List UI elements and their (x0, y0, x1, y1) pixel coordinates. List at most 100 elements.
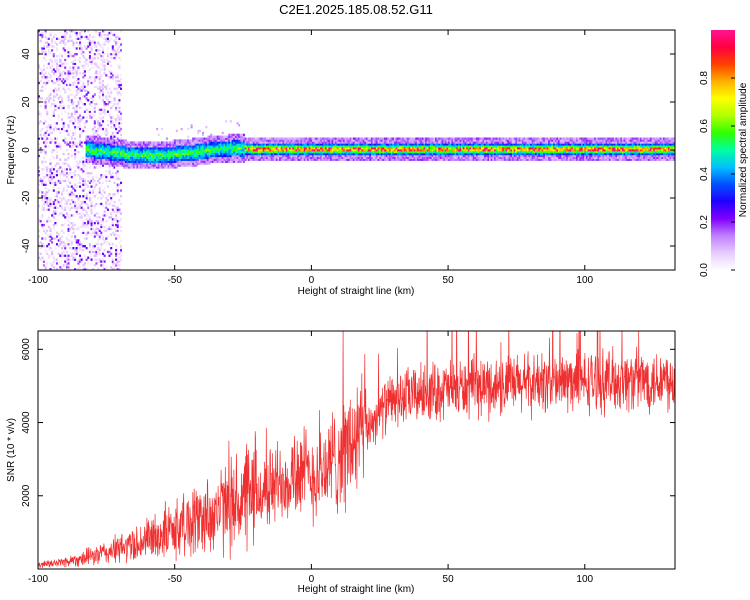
heatmap-cell (95, 137, 98, 140)
heatmap-cell (118, 160, 121, 163)
heatmap-cell (106, 139, 109, 142)
heatmap-cell (134, 149, 137, 152)
heatmap-cell (275, 151, 278, 154)
heatmap-cell (116, 156, 119, 160)
heatmap-cell (116, 168, 119, 171)
heatmap-cell (377, 156, 380, 160)
heatmap-cell (297, 139, 300, 142)
heatmap-cell (56, 127, 59, 131)
heatmap-cell (405, 158, 408, 161)
heatmap-cell (400, 151, 403, 154)
heatmap-cell (412, 156, 415, 160)
heatmap-cell (93, 122, 96, 125)
heatmap-cell (449, 141, 452, 144)
heatmap-cell (44, 152, 47, 156)
heatmap-cell (75, 164, 78, 167)
heatmap-cell (418, 152, 421, 156)
heatmap-cell (115, 58, 118, 62)
heatmap-cell (326, 158, 329, 161)
heatmap-cell (410, 152, 413, 156)
heatmap-cell (203, 147, 206, 150)
heatmap-cell (82, 223, 85, 227)
heatmap-cell (110, 95, 113, 98)
heatmap-cell (79, 206, 82, 209)
heatmap-cell (44, 175, 47, 179)
heatmap-cell (56, 147, 59, 150)
heatmap-cell (328, 158, 331, 161)
heatmap-cell (95, 220, 98, 223)
heatmap-cell (215, 154, 218, 158)
heatmap-cell (69, 129, 72, 133)
heatmap-cell (215, 158, 218, 161)
heatmap-cell (118, 235, 121, 238)
heatmap-cell (300, 158, 303, 161)
heatmap-cell (83, 254, 86, 257)
heatmap-cell (97, 243, 100, 246)
heatmap-cell (490, 139, 493, 142)
heatmap-cell (65, 200, 68, 204)
heatmap-cell (123, 149, 126, 152)
heatmap-cell (215, 151, 218, 154)
heatmap-cell (198, 152, 201, 156)
heatmap-cell (459, 158, 462, 161)
heatmap-cell (343, 137, 346, 140)
heatmap-cell (52, 175, 55, 179)
heatmap-cell (79, 33, 82, 37)
heatmap-cell (90, 225, 93, 229)
heatmap-cell (174, 166, 177, 169)
heatmap-cell (241, 141, 244, 144)
heatmap-cell (395, 137, 398, 140)
heatmap-cell (157, 151, 160, 154)
heatmap-cell (398, 149, 401, 152)
heatmap-cell (115, 55, 118, 58)
heatmap-cell (85, 166, 88, 169)
heatmap-cell (56, 47, 59, 50)
heatmap-cell (238, 124, 241, 127)
heatmap-cell (74, 53, 77, 56)
heatmap-cell (298, 154, 301, 158)
heatmap-cell (147, 141, 150, 144)
heatmap-cell (110, 197, 113, 200)
heatmap-cell (74, 60, 77, 64)
heatmap-cell (456, 147, 459, 150)
heatmap-cell (138, 164, 141, 167)
heatmap-cell (49, 175, 52, 179)
heatmap-cell (412, 152, 415, 156)
heatmap-cell (190, 149, 193, 152)
heatmap-cell (330, 154, 333, 158)
heatmap-cell (123, 156, 126, 160)
heatmap-cell (351, 139, 354, 142)
heatmap-cell (115, 118, 118, 121)
heatmap-cell (75, 145, 78, 148)
heatmap-cell (67, 179, 70, 183)
heatmap-cell (110, 214, 113, 217)
heatmap-cell (441, 143, 444, 146)
heatmap-cell (93, 76, 96, 79)
heatmap-cell (69, 166, 72, 169)
heatmap-cell (172, 164, 175, 167)
heatmap-cell (215, 137, 218, 140)
heatmap-cell (98, 116, 101, 119)
heatmap-cell (323, 137, 326, 140)
heatmap-cell (159, 166, 162, 169)
heatmap-cell (44, 160, 47, 163)
heatmap-cell (477, 149, 480, 152)
heatmap-cell (423, 141, 426, 144)
heatmap-cell (262, 137, 265, 140)
heatmap-cell (72, 133, 75, 137)
heatmap-cell (344, 145, 347, 148)
heatmap-cell (69, 172, 72, 175)
heatmap-cell (425, 154, 428, 158)
heatmap-cell (197, 156, 200, 160)
heatmap-cell (97, 241, 100, 244)
heatmap-cell (111, 131, 114, 135)
heatmap-cell (333, 149, 336, 152)
heatmap-cell (175, 156, 178, 160)
heatmap-cell (195, 145, 198, 148)
heatmap-cell (307, 151, 310, 154)
heatmap-cell (261, 147, 264, 150)
heatmap-cell (359, 152, 362, 156)
heatmap-cell (239, 158, 242, 161)
heatmap-cell (61, 212, 64, 215)
heatmap-cell (93, 195, 96, 198)
